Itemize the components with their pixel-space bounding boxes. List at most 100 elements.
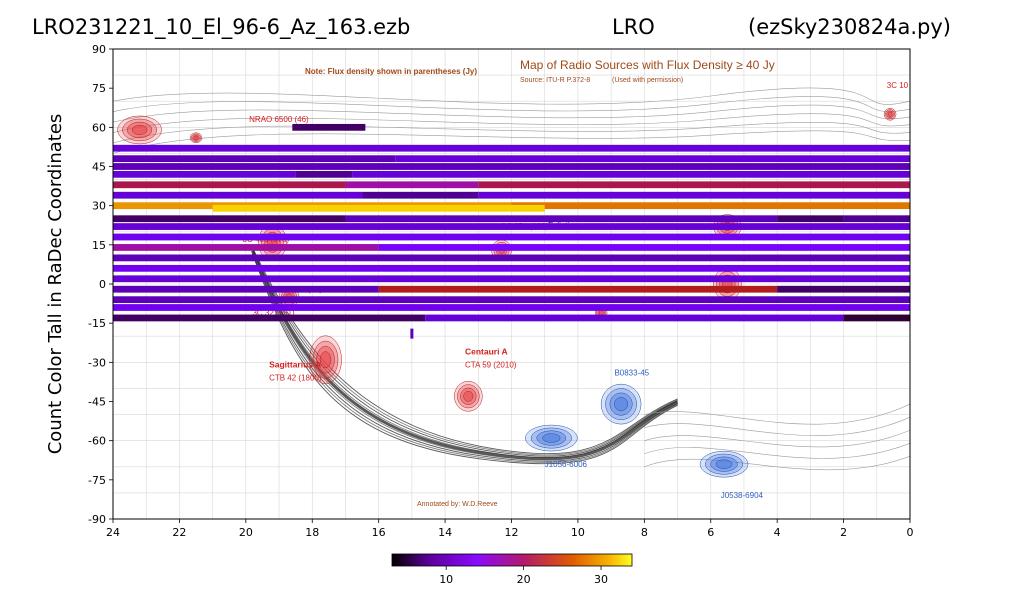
map-contour-line	[113, 122, 910, 144]
strip-segment	[511, 202, 910, 210]
y-tick-label: 30	[92, 200, 106, 213]
strip-segment	[345, 181, 479, 189]
radio-source-blob	[887, 111, 893, 117]
x-tick-label: 16	[372, 526, 386, 539]
strip-segment	[843, 314, 910, 322]
map-source-permission: (Used with permission)	[612, 77, 683, 84]
x-tick-label: 10	[571, 526, 585, 539]
y-tick-label: 60	[92, 121, 106, 134]
map-contour-line	[252, 251, 678, 461]
strip-segment	[352, 170, 910, 178]
map-contour-line	[113, 96, 910, 112]
radio-source-label: J0538-6904	[721, 491, 764, 500]
map-annotated-by: Annotated by: W.D.Reeve	[417, 501, 498, 508]
strip-segment	[292, 123, 366, 131]
radio-source-blob	[715, 459, 733, 469]
strip-segment	[113, 264, 910, 272]
radio-source-label: Sagittarius A	[269, 360, 321, 370]
radio-source-blob	[463, 390, 474, 402]
strip-segment	[113, 144, 910, 152]
map-title: Map of Radio Sources with Flux Density ≥…	[520, 58, 775, 72]
strip-segment	[113, 244, 379, 251]
map-contour-line	[113, 130, 910, 154]
title-program: (ezSky230824a.py)	[748, 15, 951, 39]
strip-segment	[345, 215, 778, 223]
strip-segment	[113, 296, 910, 304]
map-contour-line	[644, 442, 910, 459]
radio-source-blob	[319, 351, 332, 369]
x-tick-label: 24	[106, 526, 120, 539]
map-contour-line	[251, 250, 679, 461]
x-tick-label: 2	[840, 526, 847, 539]
y-tick-label: 0	[99, 278, 106, 291]
map-contour-line	[252, 248, 678, 456]
strip-segment	[362, 191, 479, 199]
x-tick-label: 18	[305, 526, 319, 539]
strip-segment	[113, 155, 396, 163]
radio-source-blob	[193, 135, 199, 140]
strip-segment	[113, 181, 346, 189]
y-axis: 90 75 60 45 30 15 0 -15 -30 -45 -60 -75 -90	[88, 43, 113, 526]
radio-source-label: NRAO 6500 (46)	[249, 115, 309, 124]
y-tick-label: 15	[92, 239, 106, 252]
x-tick-label: 20	[239, 526, 253, 539]
strip-segment	[113, 285, 379, 293]
map-contour-line	[113, 104, 910, 123]
map-contour-line	[644, 416, 910, 436]
strip-segment	[113, 254, 910, 262]
colorbar-tick-label: 30	[594, 573, 608, 586]
strip-segment	[113, 304, 910, 311]
radio-source-blob	[614, 397, 629, 412]
map-contour-line	[252, 252, 678, 462]
y-tick-label: -60	[88, 435, 106, 448]
map-contour-line	[644, 429, 910, 448]
y-tick-label: 75	[92, 82, 106, 95]
map-source: Source: ITU-R P.372-8	[520, 77, 590, 84]
radio-source-label: CTB 42 (1800)	[269, 374, 322, 383]
map-contour-line	[252, 252, 678, 463]
y-tick-label: -30	[88, 356, 106, 369]
strip-segment	[113, 275, 910, 283]
strip-mark	[410, 328, 414, 339]
y-tick-label: 45	[92, 161, 106, 174]
strip-segment	[478, 191, 910, 199]
radio-source-blob	[131, 124, 148, 135]
x-tick-label: 14	[438, 526, 452, 539]
x-tick-label: 4	[774, 526, 781, 539]
x-tick-label: 22	[172, 526, 186, 539]
background-map-contours	[113, 87, 910, 471]
radio-source-label: Centauri A	[465, 347, 508, 357]
y-tick-label: -15	[88, 317, 106, 330]
strip-segment	[478, 181, 910, 189]
strip-segment	[113, 233, 910, 241]
strip-segment	[777, 285, 910, 293]
colorbar-tick-label: 20	[517, 573, 531, 586]
x-tick-label: 0	[907, 526, 914, 539]
x-axis: 24 22 20 18 16 14 12 10 8 6 4 2 0	[106, 519, 914, 539]
data-strips	[113, 123, 910, 339]
map-contour-line	[113, 87, 910, 105]
map-contour-line	[644, 403, 910, 425]
strip-segment	[113, 163, 910, 170]
strip-segment	[295, 170, 353, 178]
strip-segment	[113, 223, 910, 230]
x-tick-label: 8	[641, 526, 648, 539]
y-axis-label: Count Color Tall in RaDec Coordinates	[45, 114, 66, 455]
y-tick-label: -45	[88, 396, 106, 409]
strip-segment	[113, 215, 346, 223]
strip-segment	[113, 314, 426, 322]
x-tick-label: 6	[707, 526, 714, 539]
strip-segment	[113, 170, 296, 178]
map-contour-line	[252, 253, 678, 465]
map-note: Note: Flux density shown in parentheses …	[305, 67, 477, 76]
strip-segment	[395, 155, 910, 163]
strip-segment	[777, 215, 844, 223]
plot-area: Note: Flux density shown in parentheses …	[113, 49, 910, 519]
strip-segment	[378, 244, 910, 251]
title-station: LRO	[612, 15, 655, 39]
x-tick-label: 12	[505, 526, 519, 539]
map-contour-line	[113, 113, 910, 133]
strip-segment	[212, 204, 545, 212]
map-contour-line	[644, 456, 910, 471]
